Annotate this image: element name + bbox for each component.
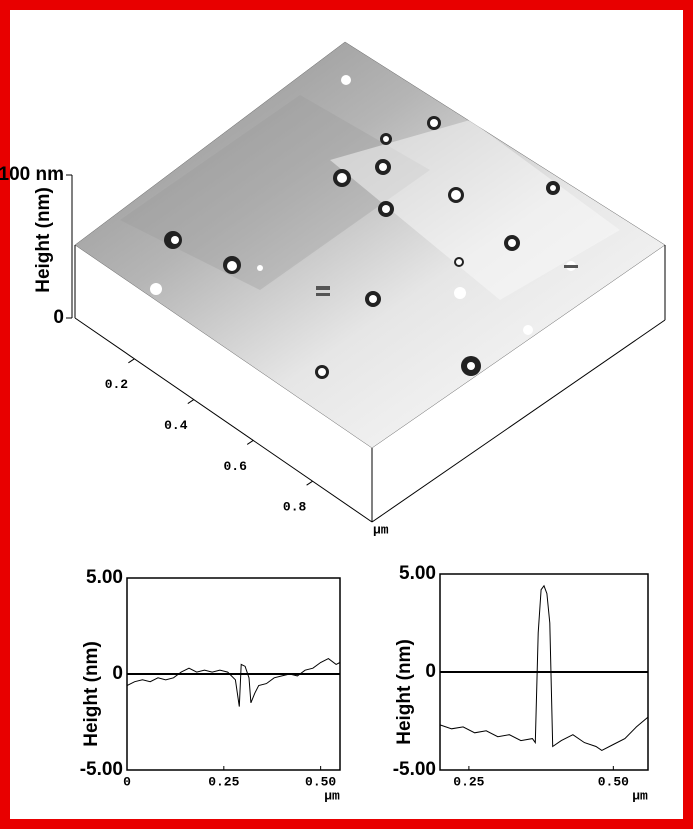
x-tick-label: 0.25 [208, 774, 239, 789]
x-tick [187, 399, 195, 405]
z-tick-label: 0 [53, 307, 64, 328]
x-axis-label: μm [632, 788, 648, 803]
x-tick-label: 0.2 [105, 377, 129, 392]
x-tick-label: 0.4 [164, 418, 188, 433]
y-tick-label: 5.00 [86, 567, 123, 588]
y-tick-label: -5.00 [80, 759, 123, 780]
y-axis-label: Height (nm) [81, 641, 102, 747]
z-axis-label: Height (nm) [33, 187, 54, 293]
y-tick-label: 0 [425, 661, 436, 682]
x-tick-label: 0.8 [283, 500, 307, 515]
surface-image [74, 41, 666, 523]
x-tick-label: 0 [123, 774, 131, 789]
z-tick-label: 100 nm [0, 164, 64, 185]
x-axis-label: μm [373, 522, 389, 537]
x-tick [128, 358, 135, 364]
x-tick-label: 0.50 [305, 774, 336, 789]
y-tick-label: -5.00 [393, 759, 436, 780]
x-axis-label: μm [324, 788, 340, 803]
x-tick-label: 0.6 [223, 459, 247, 474]
x-tick-label: 0.50 [598, 774, 629, 789]
y-axis-label: Height (nm) [394, 639, 415, 745]
y-tick-label: 5.00 [399, 563, 436, 584]
x-tick [246, 439, 254, 445]
profile-line [126, 658, 341, 707]
x-tick-label: 0.25 [453, 774, 484, 789]
profile-line [439, 584, 649, 751]
y-tick-label: 0 [112, 663, 123, 684]
x-tick [306, 480, 313, 486]
